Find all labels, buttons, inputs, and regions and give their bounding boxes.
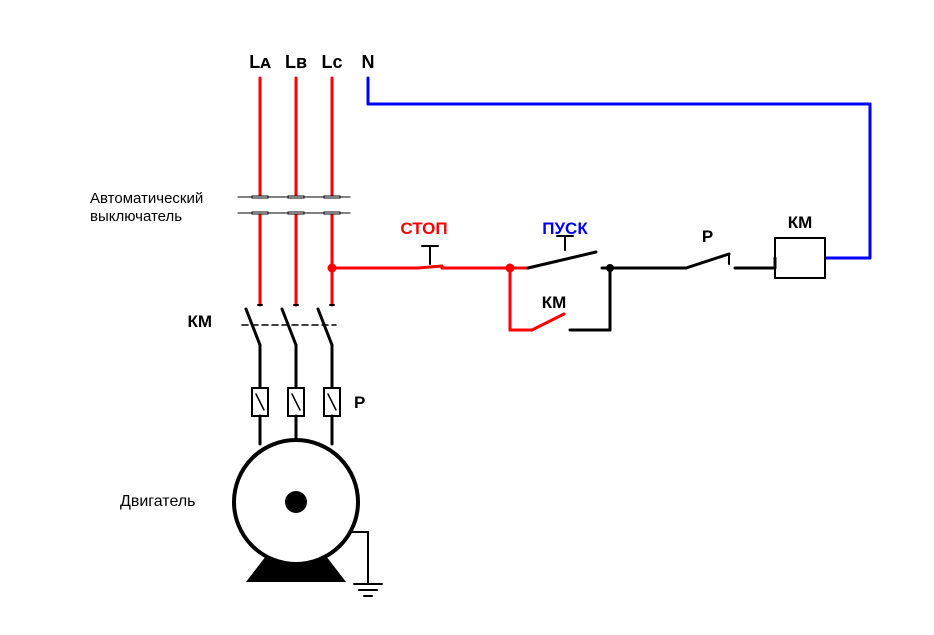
label-km-aux: КМ	[542, 293, 567, 312]
label-lb: Lʙ	[285, 52, 307, 72]
label-p-thermal: Р	[354, 393, 365, 412]
label-start: ПУСК	[542, 219, 588, 238]
label-km-main: КМ	[187, 312, 212, 331]
label-breaker-2: выключатель	[90, 208, 182, 225]
motor-center	[285, 491, 307, 513]
label-lc: Lᴄ	[321, 52, 342, 72]
label-p-contact: Р	[702, 227, 713, 246]
label-la: Lᴀ	[249, 52, 271, 72]
label-km-coil: КМ	[788, 213, 813, 232]
label-motor: Двигатель	[120, 493, 196, 510]
label-stop: СТОП	[400, 219, 447, 238]
label-n: N	[362, 52, 375, 72]
km-coil	[775, 238, 825, 278]
label-breaker-1: Автоматический	[90, 190, 203, 207]
